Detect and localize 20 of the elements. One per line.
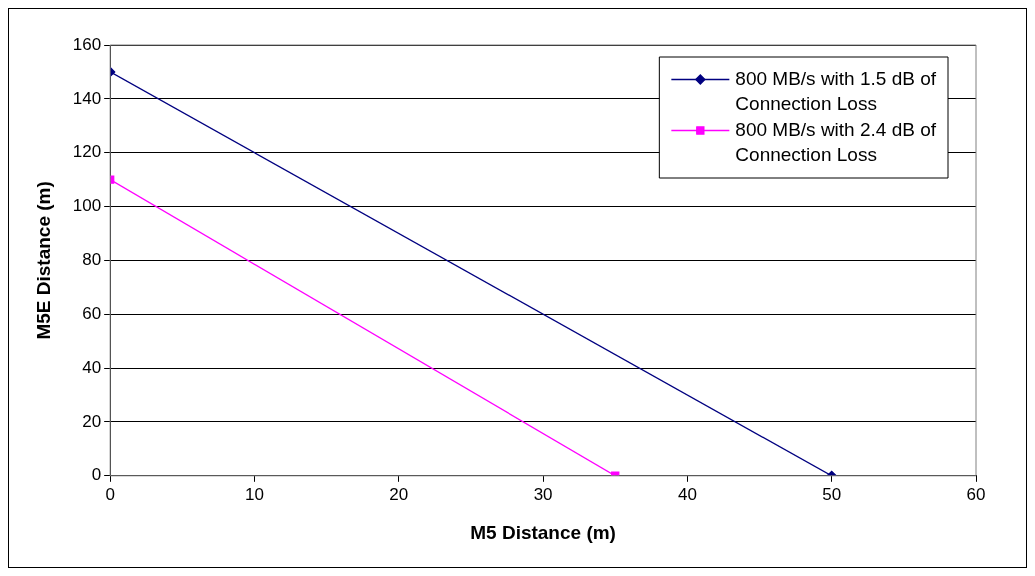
y-axis-title: M5E Distance (m): [32, 181, 54, 340]
y-tick-label: 80: [82, 250, 102, 270]
y-tick-label: 20: [82, 411, 102, 431]
x-tick-label: 60: [966, 484, 986, 504]
x-tick-label: 50: [822, 484, 842, 504]
legend-label: 800 MB/s with 2.4 dB of Connection Loss: [735, 118, 937, 165]
y-tick-label: 40: [82, 357, 102, 377]
y-tick-label: 160: [72, 34, 102, 54]
x-tick-label: 10: [245, 484, 264, 504]
x-tick-label: 20: [389, 484, 409, 504]
y-tick-label: 120: [72, 142, 102, 162]
y-tick-label: 140: [72, 88, 102, 108]
legend-label: 800 MB/s with 1.5 dB of Connection Loss: [735, 67, 937, 114]
x-axis-title: M5 Distance (m): [470, 521, 616, 543]
y-tick-label: 60: [82, 303, 102, 323]
x-tick-label: 30: [533, 484, 553, 504]
x-tick-label: 40: [677, 484, 697, 504]
x-tick-label: 0: [105, 484, 115, 504]
y-tick-label: 0: [91, 465, 102, 485]
y-tick-label: 100: [72, 196, 102, 216]
